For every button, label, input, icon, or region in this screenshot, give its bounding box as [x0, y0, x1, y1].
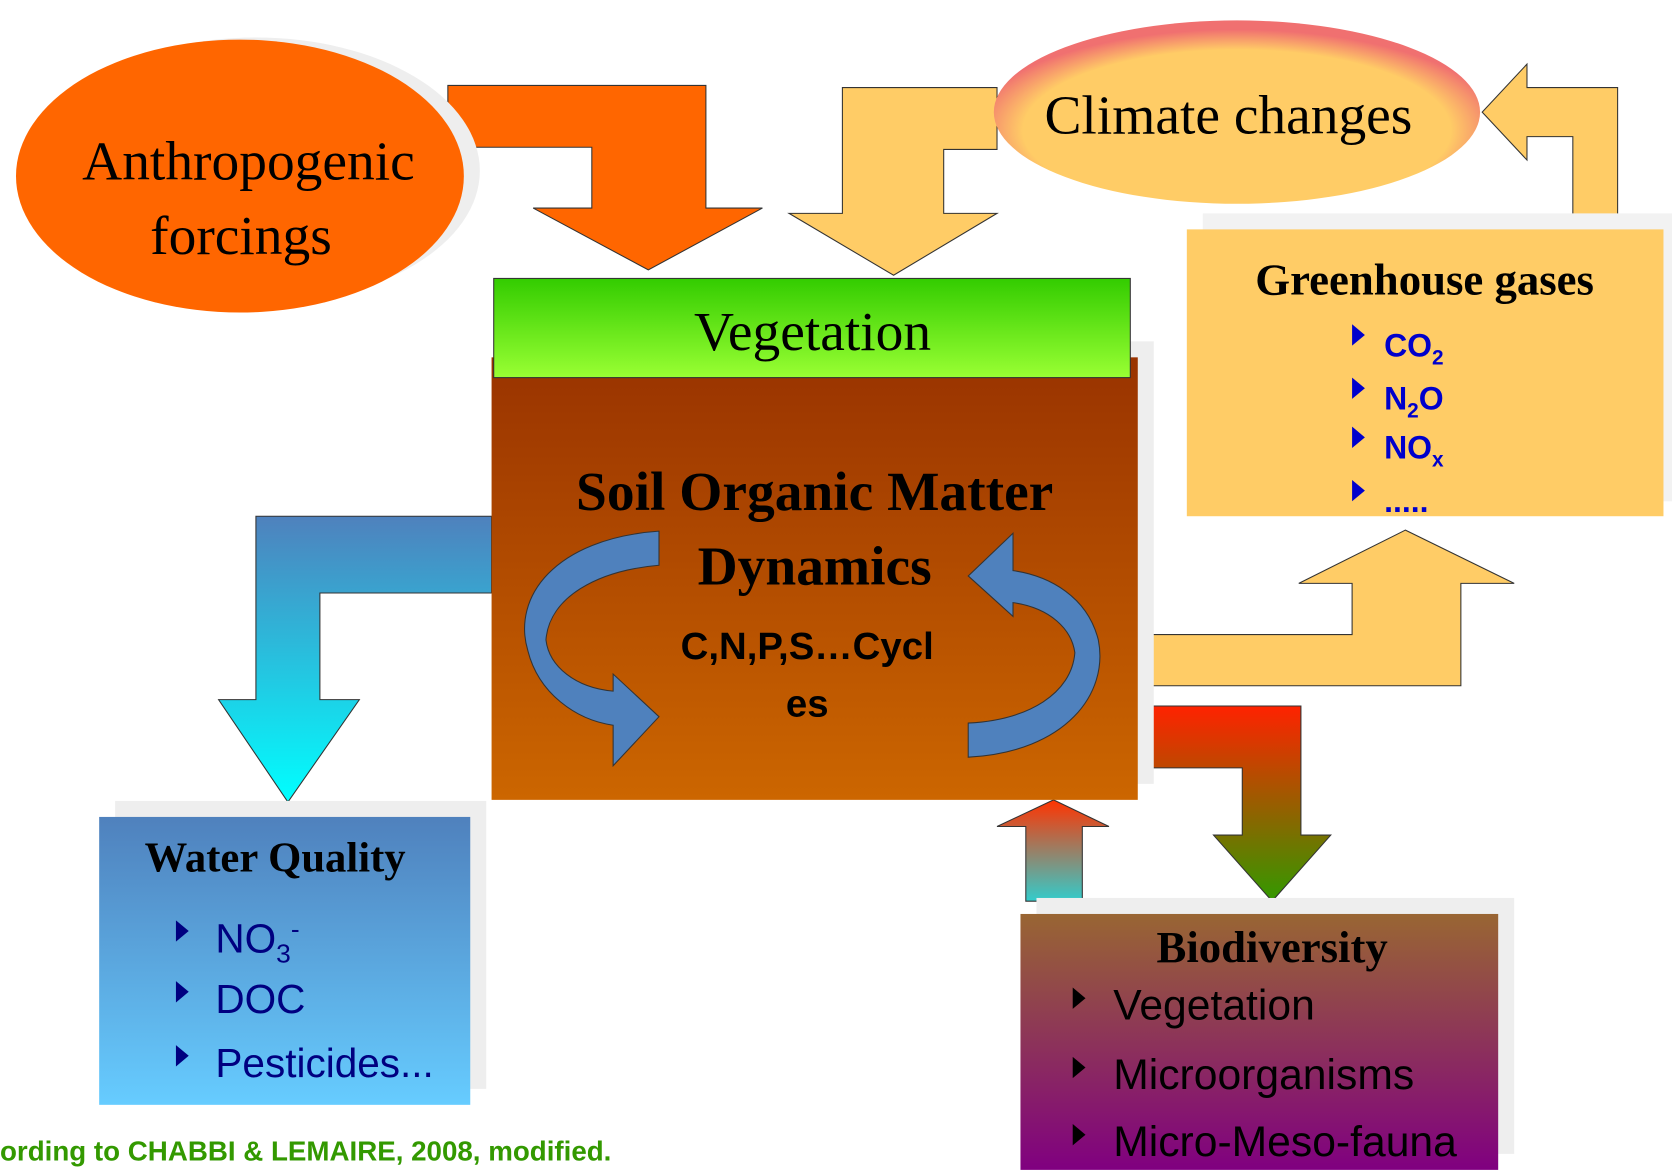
text-part: Pesticides...: [215, 1040, 433, 1086]
label: es: [786, 683, 829, 726]
bullet: [1072, 987, 1086, 1009]
text-part: N: [1384, 381, 1407, 417]
arrow: [787, 87, 999, 276]
bullet: [1352, 324, 1365, 346]
bullet: [1352, 377, 1365, 399]
text-part: x: [1432, 449, 1444, 472]
text-part: 3: [276, 938, 291, 968]
list-item: Micro-Meso-fauna: [1113, 1118, 1457, 1166]
water-box: [99, 816, 471, 1105]
list-item: NOx: [1384, 430, 1444, 472]
text-part: O: [1419, 381, 1444, 417]
biodiversity-box: [1020, 913, 1499, 1170]
greenhouse-box: [1186, 229, 1664, 517]
text-part: -: [291, 914, 300, 944]
label: forcings: [150, 205, 332, 266]
bullet: [1352, 479, 1365, 502]
title: Greenhouse gases: [1255, 254, 1594, 304]
label: Dynamics: [698, 535, 932, 596]
citation: ording to CHABBI & LEMAIRE, 2008, modifi…: [0, 1135, 611, 1166]
cycle-arrow: [967, 532, 1101, 758]
bullet: [175, 920, 189, 942]
text-part: NO: [1384, 430, 1432, 466]
arrow: [217, 515, 493, 803]
text-part: Vegetation: [1113, 982, 1315, 1030]
title: Water Quality: [145, 834, 406, 881]
text-part: 2: [1432, 346, 1444, 369]
text-part: NO: [215, 915, 276, 961]
text-part: CO: [1384, 327, 1432, 363]
bullet: [175, 1045, 189, 1067]
list-item: NO3-: [215, 914, 299, 968]
arrow: [996, 799, 1110, 902]
cycle-arrow: [524, 530, 660, 768]
bullet: [175, 981, 189, 1003]
bullet: [1072, 1056, 1086, 1079]
bullet: [1072, 1124, 1086, 1146]
text-part: .....: [1384, 483, 1428, 519]
list-item: Vegetation: [1113, 982, 1315, 1030]
anthropogenic-ellipse: [15, 39, 464, 313]
arrow: [1137, 705, 1332, 902]
label: C,N,P,S…Cycl: [681, 625, 934, 668]
list-item: N2O: [1384, 381, 1444, 423]
arrow: [1481, 62, 1619, 230]
list-item: .....: [1384, 483, 1428, 519]
label: Climate changes: [1044, 84, 1412, 145]
list-item: CO2: [1384, 327, 1444, 369]
label: Soil Organic Matter: [576, 461, 1053, 522]
list-item: Pesticides...: [215, 1040, 433, 1086]
text-part: Microorganisms: [1113, 1051, 1414, 1099]
list-item: Microorganisms: [1113, 1051, 1414, 1099]
text-part: 2: [1407, 400, 1419, 423]
arrow: [1137, 529, 1515, 687]
climate-ellipse: [993, 20, 1481, 204]
arrow: [447, 84, 763, 271]
vegetation-bar: [493, 277, 1131, 379]
label: Anthropogenic: [82, 130, 415, 191]
text-part: DOC: [215, 976, 305, 1022]
title: Biodiversity: [1156, 922, 1387, 972]
label: Vegetation: [694, 301, 931, 362]
bullet: [1352, 426, 1365, 448]
list-item: DOC: [215, 976, 305, 1022]
text-part: Micro-Meso-fauna: [1113, 1118, 1457, 1166]
